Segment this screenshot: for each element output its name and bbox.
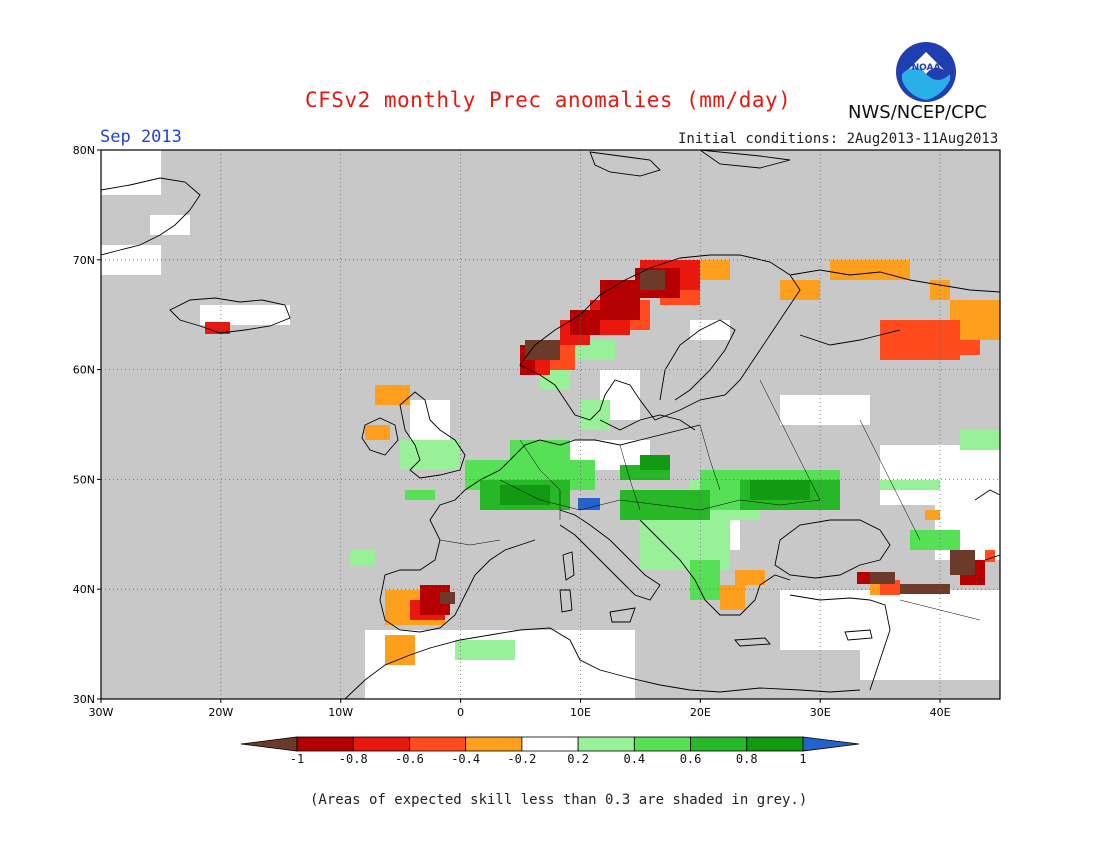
- colorbar-label: -0.4: [451, 752, 481, 766]
- agency-label: NWS/NCEP/CPC: [848, 102, 988, 123]
- colorbar-label: 0.4: [623, 752, 646, 766]
- map-frame: [100, 149, 1001, 700]
- lat-label: 40N: [73, 583, 95, 596]
- lon-label: 10W: [328, 706, 353, 719]
- lat-label: 80N: [73, 144, 95, 157]
- lat-label: 60N: [73, 364, 95, 377]
- lat-label: 30N: [73, 693, 95, 706]
- colorbar-box: [352, 736, 410, 752]
- forecast-month: Sep 2013: [100, 127, 182, 147]
- colorbar-box: [296, 736, 354, 752]
- colorbar-label: 0.8: [735, 752, 758, 766]
- colorbar-box: [465, 736, 523, 752]
- colorbar-label: -1: [289, 752, 305, 766]
- colorbar-min-arrow: [240, 736, 298, 752]
- initial-conditions: Initial conditions: 2Aug2013-11Aug2013: [678, 131, 999, 147]
- colorbar-max-arrow: [802, 736, 860, 752]
- noaa-logo: NOAA: [894, 40, 958, 104]
- colorbar-box: [577, 736, 635, 752]
- lon-label: 40E: [930, 706, 951, 719]
- lon-label: 30E: [810, 706, 831, 719]
- lon-label: 30W: [89, 706, 114, 719]
- lon-label: 10E: [570, 706, 591, 719]
- lat-label: 50N: [73, 473, 95, 486]
- colorbar-box: [521, 736, 579, 752]
- colorbar-label: -0.8: [338, 752, 368, 766]
- colorbar-label: 0.6: [679, 752, 702, 766]
- colorbar-box: [409, 736, 467, 752]
- svg-text:NOAA: NOAA: [912, 63, 941, 73]
- colorbar-label: -0.2: [507, 752, 537, 766]
- footnote: (Areas of expected skill less than 0.3 a…: [310, 792, 808, 808]
- colorbar-box: [690, 736, 748, 752]
- lon-label: 20W: [208, 706, 233, 719]
- lon-label: 20E: [690, 706, 711, 719]
- anomaly-cells: [101, 150, 1000, 699]
- lon-label: 0: [457, 706, 464, 719]
- colorbar-box: [746, 736, 804, 752]
- colorbar-label: 0.2: [567, 752, 589, 766]
- colorbar-label: 1: [799, 752, 807, 766]
- coastlines: [101, 150, 1000, 699]
- chart-title: CFSv2 monthly Prec anomalies (mm/day): [305, 88, 792, 112]
- colorbar-box: [633, 736, 691, 752]
- colorbar: [240, 736, 860, 752]
- colorbar-label: -0.6: [394, 752, 424, 766]
- lat-label: 70N: [73, 254, 95, 267]
